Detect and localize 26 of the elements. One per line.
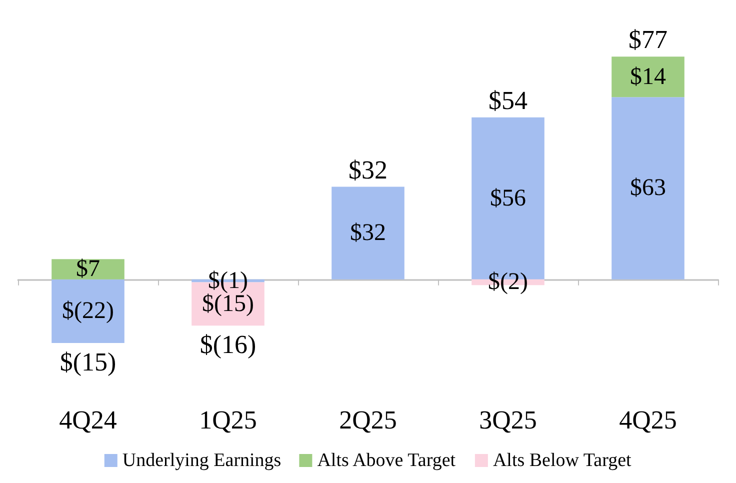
- bar: [52, 279, 124, 343]
- legend-label: Alts Below Target: [492, 450, 632, 471]
- x-tick-label: 2Q25: [339, 406, 397, 434]
- bar: [612, 56, 684, 98]
- x-tick-label: 4Q25: [619, 406, 677, 434]
- data-label: $32: [350, 220, 386, 246]
- total-label: $54: [488, 86, 528, 115]
- bar: [52, 259, 124, 280]
- total-label: $77: [628, 25, 668, 54]
- data-label: $63: [630, 175, 666, 202]
- bar: [332, 186, 404, 280]
- data-label: $7: [76, 256, 100, 282]
- x-tick-label: 1Q25: [199, 406, 257, 434]
- total-label: $(16): [200, 330, 256, 360]
- total-label: $32: [348, 155, 388, 184]
- data-label: $(2): [488, 269, 528, 296]
- total-label: $(15): [60, 347, 116, 376]
- bar: [612, 97, 684, 280]
- legend-label: Alts Above Target: [317, 450, 456, 471]
- data-label: $(1): [208, 268, 248, 294]
- data-label: $56: [490, 185, 526, 212]
- x-tick-label: 4Q24: [59, 406, 117, 434]
- data-label: $(22): [62, 298, 114, 324]
- legend-label: Underlying Earnings: [122, 450, 282, 471]
- data-label: $14: [630, 64, 666, 90]
- x-tick-label: 3Q25: [479, 406, 537, 434]
